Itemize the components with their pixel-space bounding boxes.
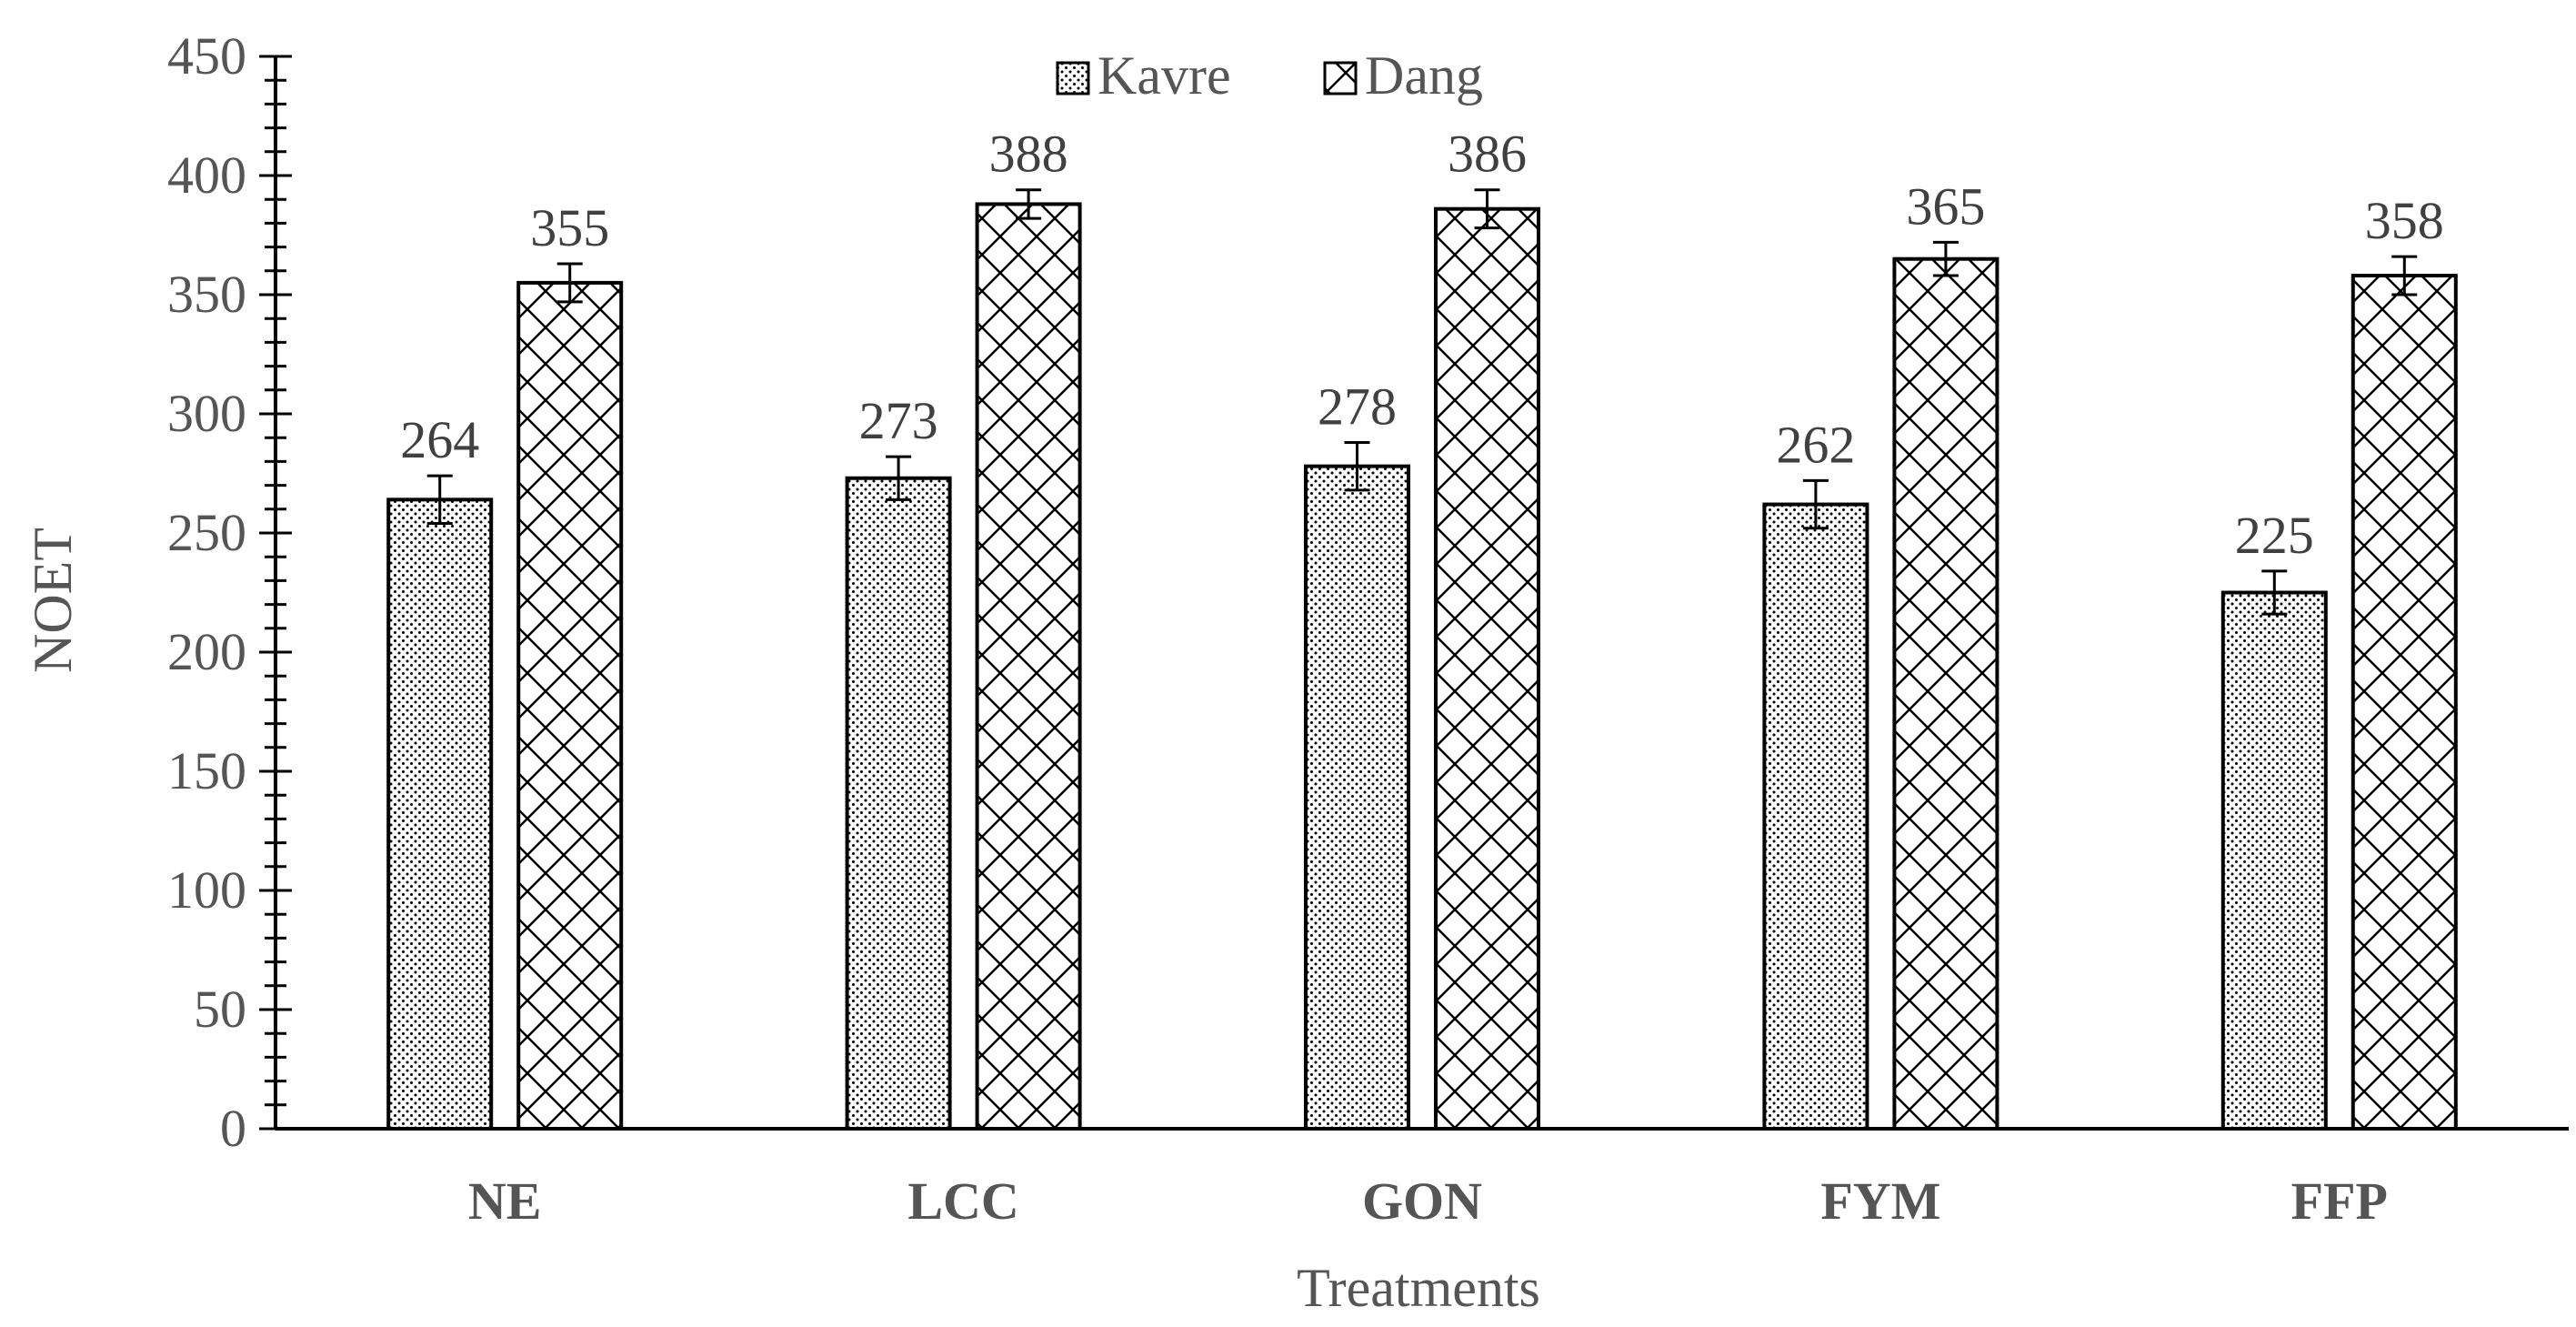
data-label-kavre-ffp: 225 <box>2235 506 2314 565</box>
bar-kavre-fym <box>1762 502 1869 1131</box>
y-tick-label: 450 <box>167 26 246 85</box>
legend-swatch-dang <box>1323 61 1358 96</box>
bar-dang-fym <box>1892 256 2000 1131</box>
data-label-kavre-fym: 262 <box>1776 415 1855 474</box>
y-axis: 0 50 100 150 200 250 300 350 400 450 <box>167 26 292 1158</box>
legend-label-dang: Dang <box>1365 45 1483 106</box>
error-bars <box>426 188 2418 616</box>
x-tick-label-gon: GON <box>1362 1171 1482 1231</box>
bar-dang-ffp <box>2350 274 2458 1131</box>
category-labels: NE LCC GON FYM FFP <box>468 1171 2388 1231</box>
data-label-kavre-lcc: 273 <box>859 391 938 450</box>
y-tick-label: 200 <box>167 622 246 681</box>
bar-dang-ne <box>516 280 624 1131</box>
data-label-dang-gon: 386 <box>1448 125 1527 184</box>
x-tick-label-fym: FYM <box>1820 1171 1940 1231</box>
y-tick-label: 350 <box>167 265 246 324</box>
bar-dang-lcc <box>975 202 1082 1131</box>
bar-dang-gon <box>1434 206 1540 1131</box>
bar-kavre-ffp <box>2220 590 2328 1131</box>
legend-swatch-kavre <box>1056 61 1090 96</box>
y-axis-title: NOET <box>23 528 83 673</box>
y-tick-label: 50 <box>194 980 246 1039</box>
data-label-kavre-ne: 264 <box>400 410 479 469</box>
y-tick-label: 100 <box>167 860 246 920</box>
x-tick-label-ffp: FFP <box>2291 1171 2388 1231</box>
y-tick-label: 300 <box>167 384 246 443</box>
y-tick-label: 400 <box>167 146 246 205</box>
x-tick-label-lcc: LCC <box>907 1171 1018 1231</box>
x-tick-label-ne: NE <box>468 1171 542 1231</box>
bar-kavre-lcc <box>845 476 952 1131</box>
bar-kavre-ne <box>386 498 494 1131</box>
y-tick-label: 150 <box>167 741 246 800</box>
legend-label-kavre: Kavre <box>1098 45 1231 106</box>
data-label-kavre-gon: 278 <box>1318 377 1397 436</box>
data-label-dang-lcc: 388 <box>989 125 1068 184</box>
data-label-dang-fym: 365 <box>1906 176 1985 236</box>
bar-kavre-gon <box>1304 464 1410 1131</box>
bars <box>386 202 2458 1131</box>
y-tick-label: 0 <box>220 1099 246 1158</box>
data-label-dang-ffp: 358 <box>2365 191 2444 250</box>
legend: Kavre Dang <box>1056 45 1483 106</box>
x-axis-title: Treatments <box>1297 1258 1540 1318</box>
data-label-dang-ne: 355 <box>530 198 609 257</box>
y-tick-label: 250 <box>167 503 246 562</box>
data-labels: 264 355 273 388 278 386 262 365 225 358 <box>400 125 2444 565</box>
